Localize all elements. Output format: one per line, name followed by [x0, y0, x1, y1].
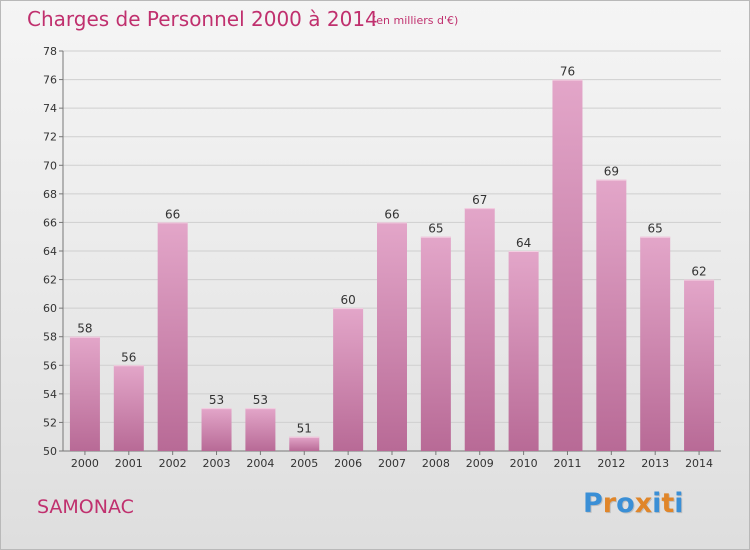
value-label: 56: [121, 350, 136, 364]
bar-2013: [640, 236, 671, 451]
chart-subtitle: (en milliers d'€): [372, 14, 459, 27]
commune-name: SAMONAC: [37, 496, 134, 518]
y-tick-label: 52: [43, 416, 57, 429]
value-label: 69: [604, 165, 619, 179]
value-label: 60: [340, 293, 355, 307]
bar-2010: [508, 251, 539, 451]
bar-2003: [201, 408, 232, 451]
value-label: 65: [648, 222, 663, 236]
x-tick-label: 2003: [203, 457, 231, 470]
x-tick-label: 2006: [334, 457, 362, 470]
x-tick-label: 2005: [290, 457, 318, 470]
bar-2006: [333, 308, 364, 451]
x-tick-label: 2004: [246, 457, 274, 470]
y-tick-label: 58: [43, 331, 57, 344]
y-tick-label: 60: [43, 302, 57, 315]
bar-2000: [69, 336, 100, 451]
bar-2005: [289, 436, 320, 451]
value-label: 66: [384, 207, 399, 221]
value-label: 53: [209, 393, 224, 407]
x-tick-label: 2008: [422, 457, 450, 470]
y-tick-label: 70: [43, 159, 57, 172]
bar-2007: [377, 222, 407, 451]
value-label: 53: [253, 393, 268, 407]
chart-title: Charges de Personnel 2000 à 2014: [27, 7, 378, 31]
x-tick-labels: 2000 2001 2002 2003 2004 2005 2006 2007 2008 2009…: [71, 457, 713, 470]
value-label: 67: [472, 193, 487, 207]
x-tick-label: 2000: [71, 457, 99, 470]
bar-2012: [596, 179, 627, 452]
value-label: 58: [77, 322, 92, 336]
bar-2002: [157, 222, 188, 451]
value-label: 51: [297, 422, 312, 436]
x-tick-label: 2013: [641, 457, 669, 470]
x-tick-label: 2001: [115, 457, 143, 470]
y-tick-label: 64: [43, 245, 57, 258]
y-tick-label: 54: [43, 388, 57, 401]
value-label: 76: [560, 65, 575, 79]
value-labels: 58 56 66 53 53 51 60 66 65 67 64 76 69 65 62: [77, 65, 706, 436]
x-tick-label: 2010: [510, 457, 538, 470]
value-label: 64: [516, 236, 531, 250]
bar-2004: [245, 408, 276, 451]
x-tick-label: 2012: [597, 457, 625, 470]
bar-2011: [552, 79, 583, 452]
y-tick-label: 74: [43, 102, 57, 115]
x-tick-label: 2011: [553, 457, 581, 470]
y-tick-label: 72: [43, 131, 57, 144]
value-label: 65: [428, 222, 443, 236]
y-tick-label: 66: [43, 216, 57, 229]
x-tick-label: 2009: [466, 457, 494, 470]
x-tick-label: 2007: [378, 457, 406, 470]
y-tick-labels: 50 52 54 56 58 60 62 64 66 68 70 72 74 76 78: [43, 45, 57, 458]
value-label: 66: [165, 207, 180, 221]
bars: [69, 79, 715, 452]
bar-2001: [113, 365, 144, 451]
y-tick-label: 56: [43, 359, 57, 372]
value-label: 62: [691, 265, 706, 279]
bar-2009: [464, 208, 495, 451]
x-tick-label: 2002: [159, 457, 187, 470]
proxiti-logo: Proxiti: [583, 488, 684, 519]
y-tick-label: 62: [43, 274, 57, 287]
y-tick-label: 78: [43, 45, 57, 58]
y-tick-label: 50: [43, 445, 57, 458]
y-tick-label: 68: [43, 188, 57, 201]
x-tick-label: 2014: [685, 457, 713, 470]
bar-2014: [684, 279, 715, 451]
y-tick-label: 76: [43, 74, 57, 87]
bar-2008: [420, 236, 451, 451]
